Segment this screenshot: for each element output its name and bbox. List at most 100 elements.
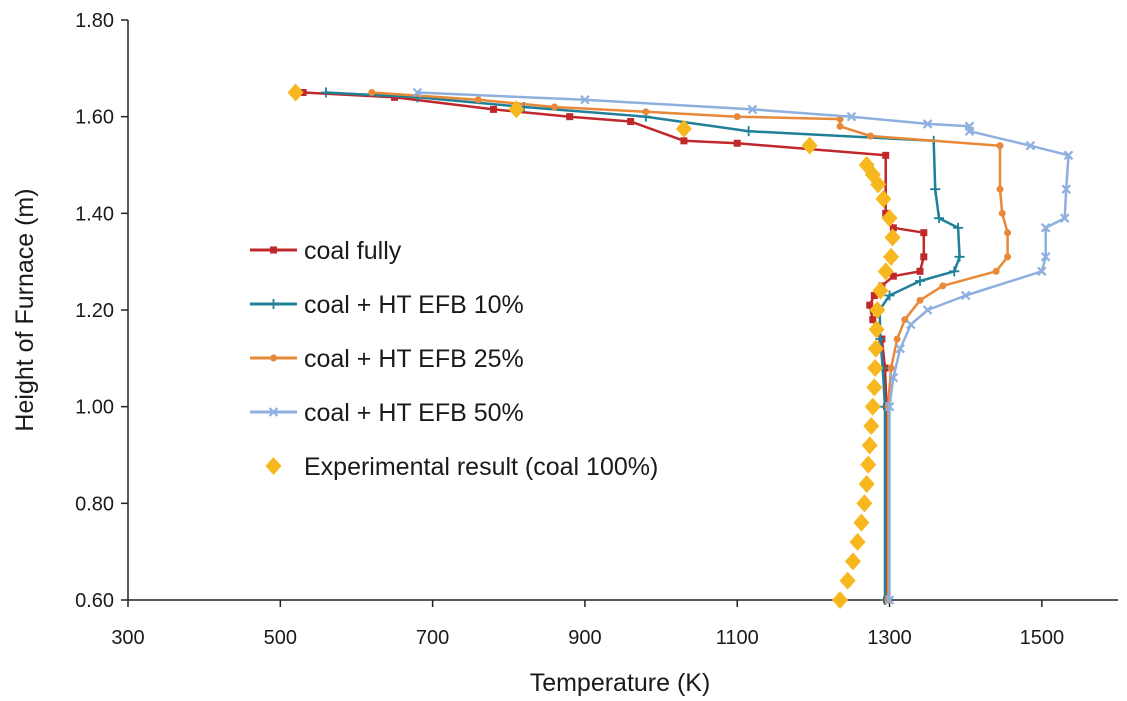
data-point [1037, 266, 1047, 277]
data-point [882, 151, 890, 159]
data-point [889, 224, 897, 232]
x-tick-label: 1100 [716, 627, 759, 649]
data-point [1004, 253, 1012, 261]
y-tick-label: 0.60 [75, 590, 114, 612]
data-point [846, 111, 857, 122]
data-point [733, 139, 741, 147]
data-point [1004, 229, 1012, 237]
y-tick-label: 0.80 [75, 493, 114, 515]
data-point [747, 104, 758, 115]
x-tick-label: 1300 [867, 627, 912, 649]
data-point [998, 209, 1006, 217]
data-point [863, 417, 880, 435]
legend-swatch-marker [268, 407, 279, 417]
data-point [869, 316, 877, 324]
data-point [1061, 184, 1071, 194]
data-point [867, 339, 884, 358]
legend-label: coal + HT EFB 25% [304, 345, 524, 373]
data-point [996, 142, 1004, 150]
data-point [906, 319, 916, 330]
x-tick-label: 700 [416, 627, 449, 649]
data-point [877, 262, 894, 281]
data-point [881, 209, 898, 228]
series-3 [368, 89, 1012, 604]
data-point [836, 122, 844, 130]
data-point [743, 126, 754, 137]
legend-swatch-marker [270, 354, 277, 362]
data-point [949, 266, 960, 277]
data-point [474, 96, 482, 104]
data-point [884, 290, 895, 301]
series-4 [412, 87, 1074, 605]
data-point [508, 100, 525, 119]
data-point [858, 475, 875, 493]
x-tick-label: 300 [111, 627, 144, 649]
data-point [675, 119, 692, 138]
data-point [368, 89, 376, 96]
y-tick-label: 1.00 [75, 397, 114, 419]
series-5 [287, 83, 901, 609]
data-point [867, 359, 884, 377]
data-point [922, 305, 933, 315]
legend-swatch-marker [268, 299, 279, 309]
data-point [964, 121, 975, 132]
data-point [858, 156, 875, 174]
data-point [930, 184, 941, 195]
data-point [1040, 223, 1051, 233]
axes: 0.60 0.80 1.00 1.20 1.40 1.60 1.80 300 500 700 900… [75, 10, 1118, 649]
data-point [869, 301, 886, 319]
data-point [287, 83, 304, 102]
data-point [866, 301, 874, 309]
data-point [934, 213, 945, 224]
data-point [960, 290, 971, 301]
data-point [864, 397, 881, 416]
data-point [867, 132, 874, 140]
data-point [642, 108, 650, 116]
data-point [866, 378, 883, 397]
data-point [849, 533, 866, 551]
x-tick-label: 900 [568, 627, 601, 649]
data-point [1025, 140, 1036, 151]
data-point [868, 320, 885, 339]
data-point [916, 296, 924, 304]
legend-item: coal + HT EFB 50% [250, 399, 524, 427]
data-point [321, 87, 331, 98]
legend-label: coal + HT EFB 10% [304, 291, 524, 319]
y-tick-label: 1.40 [75, 203, 114, 225]
data-point [580, 94, 590, 105]
data-point [915, 276, 925, 286]
data-point [733, 113, 741, 121]
data-point [1040, 252, 1051, 262]
data-point [893, 335, 901, 343]
x-tick-label: 1500 [1020, 627, 1065, 649]
y-tick-label: 1.80 [75, 10, 114, 32]
y-tick-label: 1.60 [75, 107, 114, 129]
y-tick-label: 1.20 [75, 300, 114, 322]
data-point [953, 222, 964, 233]
data-point [922, 119, 933, 129]
legend-label: coal fully [304, 237, 402, 265]
data-point [996, 185, 1004, 193]
data-point [844, 552, 861, 571]
legend-label: coal + HT EFB 50% [304, 399, 524, 427]
data-point [680, 137, 688, 145]
data-point [875, 189, 892, 208]
data-point [895, 343, 905, 354]
x-tick-label: 500 [264, 627, 297, 649]
data-point [882, 209, 890, 217]
data-point [860, 455, 877, 474]
data-point [884, 228, 901, 247]
data-point [872, 281, 889, 300]
data-point [889, 272, 897, 280]
legend-item: Experimental result (coal 100%) [265, 453, 658, 481]
data-point [490, 105, 498, 113]
legend-label: Experimental result (coal 100%) [304, 453, 658, 481]
data-point [884, 401, 895, 412]
legend-swatch-marker [265, 457, 282, 475]
data-point [566, 113, 574, 121]
data-point [954, 251, 965, 262]
data-point [856, 494, 873, 513]
data-point [412, 87, 423, 98]
data-point [992, 267, 1000, 275]
